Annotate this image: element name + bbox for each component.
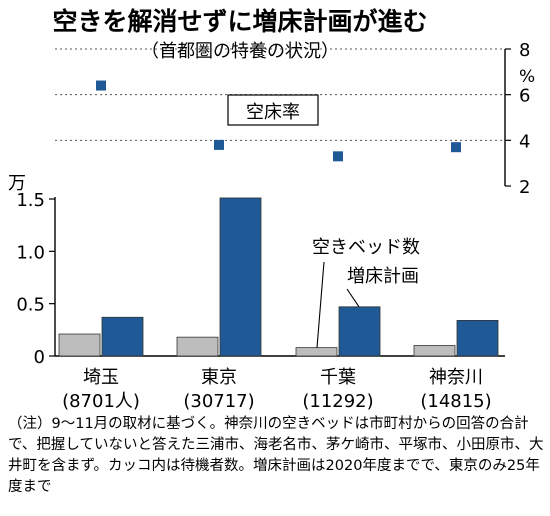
empty-bed-bar-1 xyxy=(58,333,101,357)
category-note: (8701人) xyxy=(62,391,140,412)
empty-bed-bar-3 xyxy=(295,347,338,357)
ytick-label: 2 xyxy=(519,177,530,198)
vacancy-rate-label-box xyxy=(227,94,319,126)
category-note: (30717) xyxy=(183,391,254,412)
category-note: (14815) xyxy=(420,391,491,412)
category-label: 東京 xyxy=(201,367,237,388)
vacancy-marker-2 xyxy=(214,139,224,150)
empty-bed-leader-line xyxy=(316,261,325,348)
vacancy-marker-1 xyxy=(96,80,106,91)
ytick-label: 0 xyxy=(34,347,45,368)
ytick-label: 4 xyxy=(519,131,530,152)
footnote: （注）9～11月の取材に基づく。神奈川の空きベッドは市町村からの回答の合計で、把… xyxy=(8,416,544,495)
ytick-label: 6 xyxy=(519,86,530,107)
empty-bed-bar-4 xyxy=(413,345,456,357)
vacancy-marker-3 xyxy=(333,151,343,162)
vacancy-rate-label: 空床率 xyxy=(246,102,300,123)
vacancy-marker-4 xyxy=(451,142,461,153)
expansion-plan-leader-line xyxy=(346,288,360,308)
ytick-label: 1.0 xyxy=(16,242,45,263)
empty-bed-series-label: 空きベッド数 xyxy=(312,237,420,258)
ytick-label: 8 xyxy=(519,40,530,61)
category-note: (11292) xyxy=(302,391,373,412)
expansion-plan-bar-3 xyxy=(338,306,381,357)
empty-bed-bar-2 xyxy=(176,336,219,357)
unit-label: % xyxy=(519,67,535,87)
expansion-plan-bar-4 xyxy=(456,320,499,357)
ytick-label: 1.5 xyxy=(16,190,45,211)
category-label: 千葉 xyxy=(320,367,356,388)
expansion-plan-bar-2 xyxy=(219,197,262,357)
expansion-plan-bar-1 xyxy=(101,316,144,357)
chart-subtitle: （首都圏の特養の状況） xyxy=(141,41,339,62)
bar-panel: 万 0 0.5 1.0 1.5 埼玉 (8701人) 東京 (30717) 千葉 (11292) 神奈… xyxy=(8,173,505,412)
category-label: 埼玉 xyxy=(83,367,119,388)
ytick-label: 0.5 xyxy=(16,295,45,316)
expansion-plan-series-label: 増床計画 xyxy=(347,266,419,287)
chart-title: 空きを解消せずに増床計画が進む xyxy=(52,7,427,36)
unit-label: 万 xyxy=(8,173,26,194)
category-label: 神奈川 xyxy=(429,367,483,388)
